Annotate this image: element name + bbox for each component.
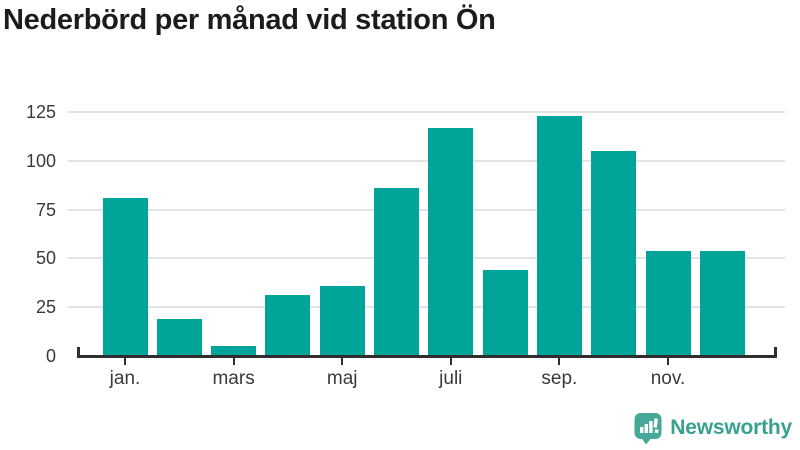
bar	[645, 250, 691, 356]
gridline	[68, 159, 785, 162]
bar	[265, 295, 311, 356]
bar	[536, 115, 582, 356]
bar	[428, 127, 474, 356]
y-axis-tick-label: 50	[35, 248, 56, 269]
y-axis-tick-label: 25	[35, 297, 56, 318]
x-axis-tick	[449, 358, 452, 365]
x-axis-tick	[341, 358, 344, 365]
bar	[482, 270, 528, 356]
bar	[102, 197, 148, 356]
x-axis-tick-label: maj	[326, 368, 358, 389]
bar	[211, 346, 257, 356]
x-axis-tick	[232, 358, 235, 365]
y-axis-tick-label: 75	[35, 199, 56, 220]
bar	[699, 250, 745, 356]
x-axis-tick	[667, 358, 669, 365]
newsworthy-logo-text: Newsworthy	[670, 416, 792, 439]
gridline	[68, 257, 785, 260]
x-axis-tick	[558, 358, 561, 365]
x-axis-tick-label: nov.	[650, 368, 686, 389]
axis-end-cap	[774, 347, 777, 356]
axis-end-cap	[77, 347, 80, 356]
gridline	[68, 306, 785, 309]
bar	[591, 151, 637, 356]
footer-brand: Newsworthy	[634, 408, 792, 448]
x-axis-tick-label: jan.	[109, 368, 141, 389]
bar	[374, 188, 419, 356]
x-axis-tick	[124, 358, 126, 365]
bar	[319, 285, 365, 356]
x-axis-tick-label: mars	[212, 368, 255, 389]
x-axis-tick-label: sep.	[541, 368, 578, 389]
y-axis-tick-label: 100	[25, 150, 56, 171]
y-axis-tick-label: 125	[25, 102, 56, 122]
x-axis-line	[77, 355, 777, 358]
newsworthy-logo-icon	[634, 412, 662, 445]
y-axis-tick-label: 0	[45, 346, 56, 366]
gridline	[68, 111, 785, 113]
x-axis-tick-label: juli	[439, 368, 463, 389]
bar	[156, 318, 202, 356]
gridline	[68, 208, 785, 211]
chart-title: Nederbörd per månad vid station Ön	[3, 4, 496, 36]
